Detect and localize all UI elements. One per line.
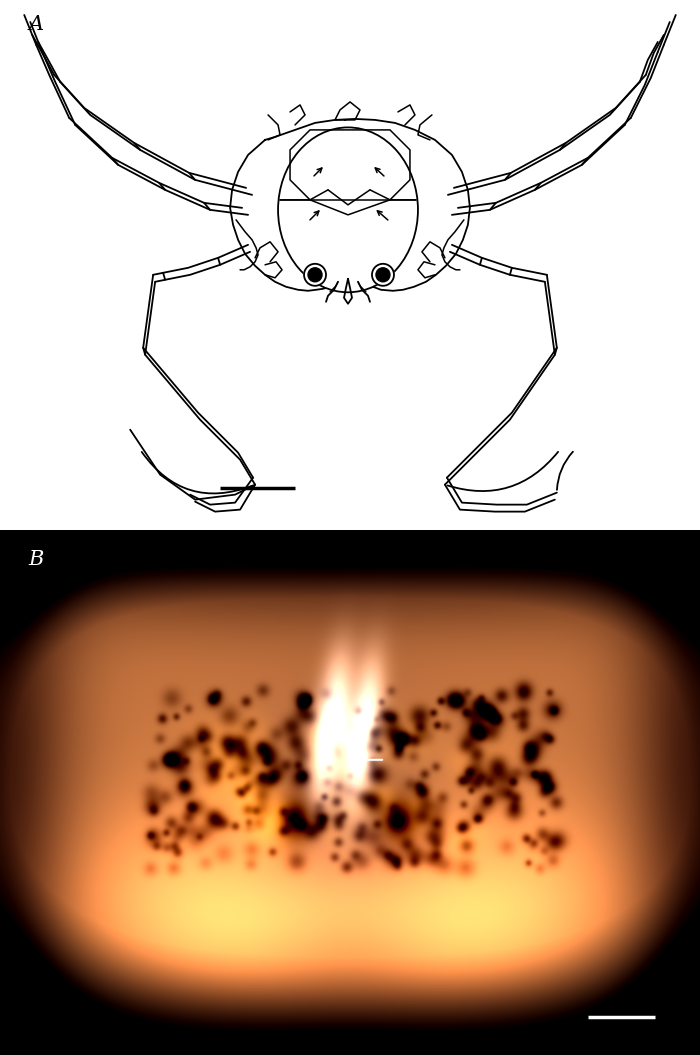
Circle shape (304, 264, 326, 286)
Circle shape (376, 268, 390, 282)
Text: A: A (28, 15, 43, 34)
Text: B: B (28, 550, 43, 569)
Ellipse shape (278, 128, 418, 292)
Circle shape (372, 264, 394, 286)
Circle shape (308, 268, 322, 282)
